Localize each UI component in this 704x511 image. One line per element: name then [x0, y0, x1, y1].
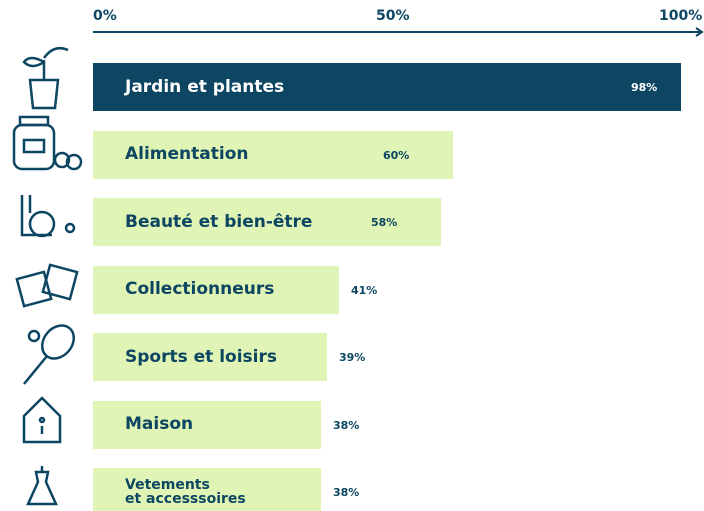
- category-label: Alimentation: [125, 144, 249, 164]
- category-label: Vetements et accesssoires: [125, 477, 246, 507]
- category-label: Maison: [125, 414, 194, 434]
- value-label: 39%: [339, 351, 366, 364]
- icon-house: [22, 396, 62, 444]
- value-label: 58%: [371, 216, 398, 229]
- value-label: 60%: [383, 148, 410, 162]
- category-label: Sports et loisirs: [125, 346, 277, 367]
- icon-dress: [26, 466, 58, 506]
- bar: [93, 198, 441, 246]
- icons: [12, 47, 83, 506]
- bar: [93, 265, 339, 314]
- category-label: Collectionneurs: [125, 279, 275, 299]
- category-label: Beauté et bien-être: [125, 211, 313, 232]
- x-tick-label: 50%: [376, 8, 410, 24]
- bar: [93, 333, 327, 381]
- value-label: 41%: [351, 283, 378, 297]
- icon-beauty: [20, 195, 76, 238]
- bar: [93, 400, 321, 449]
- x-tick-label: 100%: [659, 8, 703, 24]
- icon-jar: [12, 115, 83, 171]
- icon-racket: [23, 324, 76, 385]
- value-label: 38%: [333, 486, 360, 499]
- bar: [93, 63, 681, 111]
- icon-stamps: [15, 263, 79, 308]
- icon-plant: [22, 47, 69, 110]
- category-label: Jardin et plantes: [125, 76, 285, 97]
- bar: [93, 130, 453, 179]
- value-label: 98%: [631, 81, 658, 94]
- bar: [93, 468, 321, 511]
- value-label: 38%: [333, 418, 360, 432]
- axis: [93, 27, 704, 37]
- axis-arrow: [695, 27, 704, 37]
- x-tick-label: 0%: [93, 8, 117, 24]
